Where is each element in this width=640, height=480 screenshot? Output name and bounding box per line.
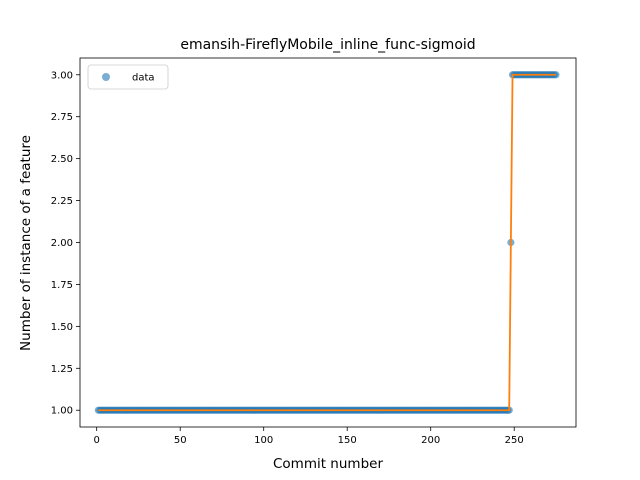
y-tick-label: 1.00 — [51, 406, 73, 417]
y-tick-label: 1.75 — [51, 280, 73, 291]
x-tick-label: 50 — [174, 435, 187, 446]
y-tick-label: 1.50 — [51, 322, 73, 333]
y-tick-label: 2.25 — [51, 196, 73, 207]
legend-marker — [102, 73, 110, 81]
x-tick-label: 100 — [254, 435, 273, 446]
legend-box — [87, 64, 169, 90]
x-tick-label: 200 — [421, 435, 440, 446]
y-tick-label: 3.00 — [51, 70, 73, 81]
plot-area: 0 50 100 150 200 250 1.00 1.25 1.50 1.75 2.00 2.25 2… — [51, 57, 577, 446]
y-axis-label: Number of instance of a feature — [18, 135, 34, 351]
y-tick-label: 2.75 — [51, 112, 73, 123]
y-tick-label: 2.00 — [51, 238, 73, 249]
x-tick-label: 0 — [94, 435, 100, 446]
x-tick-label: 250 — [505, 435, 524, 446]
fit-line — [98, 73, 556, 412]
x-axis-label: Commit number — [273, 456, 383, 472]
chart-title: emansih-FireflyMobile_inline_func-sigmoi… — [180, 37, 475, 53]
y-tick-label: 2.50 — [51, 154, 73, 165]
x-tick-label: 150 — [338, 435, 357, 446]
axes-frame — [79, 57, 577, 428]
legend-label: data — [132, 73, 155, 84]
y-tick-label: 1.25 — [51, 364, 73, 375]
